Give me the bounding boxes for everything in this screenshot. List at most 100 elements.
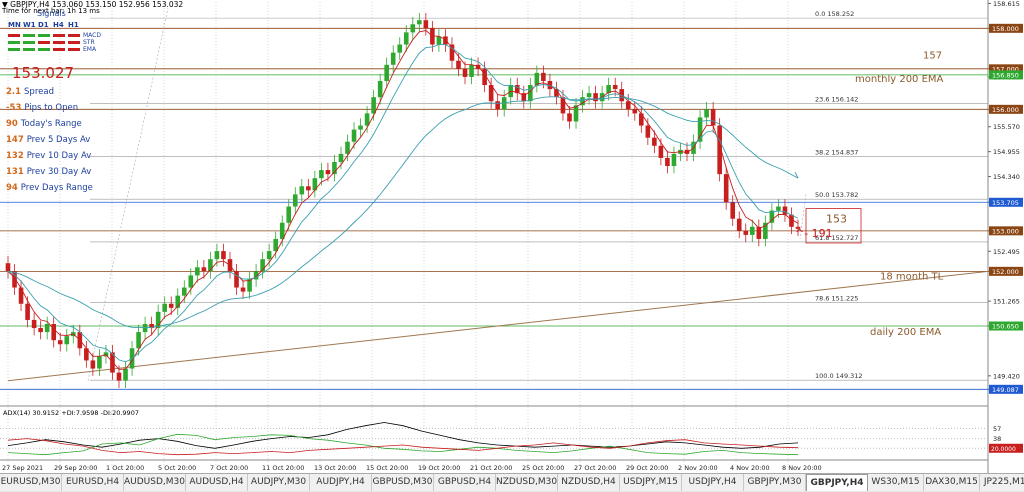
candle-body [697, 117, 703, 142]
candle-body [234, 271, 239, 288]
candle-body [384, 64, 389, 81]
info-row: 2.1 Spread [6, 87, 54, 97]
candle-body [756, 226, 762, 239]
candle-body [782, 206, 788, 215]
x-tick-label: 13 Oct 20:00 [314, 464, 356, 472]
chart-tab[interactable]: NZDUSD,M30 [496, 474, 558, 491]
chart-tab[interactable]: AUDJPY,H4 [310, 474, 372, 491]
candle-body [247, 279, 252, 292]
info-row: 132 Prev 10 Day Av [6, 151, 91, 161]
candle-body [319, 170, 324, 179]
candle-body [57, 340, 63, 345]
price-tag-label: 156.850 [992, 71, 1019, 79]
signal-cell [53, 48, 65, 51]
timeframe-label: MN [8, 21, 21, 29]
candle-body [625, 101, 631, 110]
candle-body [417, 20, 422, 25]
x-tick-label: 27 Sep 2021 [2, 464, 43, 472]
info-row: 131 Prev 30 Day Av [6, 167, 91, 177]
price-tag [989, 197, 1023, 207]
chart-tab[interactable]: GBPUSD,H4 [434, 474, 496, 491]
candle-body [443, 36, 448, 45]
chart-tab[interactable]: AUDUSD,M30 [124, 474, 186, 491]
candles [5, 12, 801, 388]
info-label: Prev Days Range [20, 183, 93, 193]
candle-body [97, 356, 102, 369]
info-row: -53 Pips to Open [6, 103, 78, 113]
candle-body [325, 170, 331, 175]
ema-fast-line [7, 30, 799, 370]
fibonacci-levels: 0.0 158.252 23.6 156.142 38.2 154.837 50.0 … [90, 10, 988, 381]
candle-body [358, 125, 363, 130]
candle-body [449, 44, 455, 61]
x-tick-label: 1 Oct 20:00 [106, 464, 144, 472]
candle-body [534, 72, 540, 86]
candle-body [279, 222, 285, 239]
info-row: 147 Prev 5 Days Av [6, 135, 90, 145]
candle-body [142, 323, 148, 333]
candle-body [208, 259, 213, 272]
candle-body [723, 174, 729, 203]
chart-tab[interactable]: DAX30,M15 [924, 474, 980, 491]
x-tick-label: 7 Oct 20:00 [210, 464, 248, 472]
candle-body [665, 157, 670, 167]
chart-tab[interactable]: AUDUSD,H4 [186, 474, 248, 491]
price-chart[interactable]: 0.0 158.252 23.6 156.142 38.2 154.837 50.0 … [0, 0, 1024, 473]
candle-body [749, 226, 755, 235]
x-tick-label: 29 Sep 20:00 [54, 464, 97, 472]
candle-body [123, 368, 128, 381]
chart-tab[interactable]: EURUSD,H4 [62, 474, 124, 491]
price-tag [989, 321, 1023, 331]
candle-body [403, 32, 409, 45]
ema-slow-tail [794, 171, 799, 179]
info-label: Pips to Open [24, 103, 79, 113]
adx-level-tag-label: 20.0000 [991, 446, 1016, 453]
chart-tab[interactable]: JP225,M15 [980, 474, 1024, 491]
candle-body [260, 259, 265, 272]
candle-body [286, 206, 292, 223]
candle-body [364, 113, 370, 126]
candle-body [306, 186, 311, 191]
fib-label: 38.2 154.837 [815, 148, 858, 156]
trendlines [7, 8, 989, 382]
candle-body [44, 323, 50, 333]
candle-body [606, 85, 611, 94]
candle-body [410, 24, 416, 33]
chart-tab[interactable]: EURUSD,M30 [0, 474, 62, 491]
chart-tab[interactable]: WS30,M15 [868, 474, 924, 491]
chart-tab[interactable]: GBPJPY,M30 [744, 474, 806, 491]
chart-tab[interactable]: USDJPY,H4 [682, 474, 744, 491]
x-tick-label: 4 Nov 20:00 [730, 464, 770, 472]
x-tick-label: 29 Oct 20:00 [626, 464, 668, 472]
candle-body [586, 93, 592, 98]
timeframe-label: D1 [38, 21, 49, 29]
moving-averages [7, 30, 799, 370]
timeframe-label: W1 [23, 21, 36, 29]
candle-body [273, 238, 278, 252]
candle-body [684, 149, 690, 154]
timeframe-label: H1 [68, 21, 79, 29]
candle-body [573, 105, 579, 122]
signal-cell [38, 41, 50, 44]
annotation-18-month-tl: 18 month TL [880, 271, 944, 282]
candle-body [736, 218, 742, 231]
chart-tab[interactable]: USDJPY,M15 [620, 474, 682, 491]
annotation-191: ^- 191 [795, 227, 833, 240]
info-row: 94 Prev Days Range [6, 183, 93, 193]
chart-tab[interactable]: GBPJPY,H4 [806, 474, 868, 491]
info-value: 131 [6, 167, 27, 177]
candle-body [717, 125, 722, 175]
annotations: 157 monthly 200 EMA 153^- 191 18 month TL da… [795, 51, 944, 338]
adx-pane: ADX(14) 30.9152 +DI:7.9598 -DI:20.9907 57… [0, 409, 1023, 456]
chart-tab[interactable]: GBPUSD,M30 [372, 474, 434, 491]
price-tag-label: 149.087 [992, 386, 1019, 394]
info-value: 132 [6, 151, 27, 161]
timeframe-row: MN W1 D1 H4 H1 [8, 21, 83, 29]
chart-tab[interactable]: NZDUSD,H4 [558, 474, 620, 491]
chart-tab[interactable]: AUDJPY,M30 [248, 474, 310, 491]
candle-body [25, 303, 30, 320]
info-row: 90 Today's Range [6, 119, 82, 129]
horizontal-levels [0, 27, 988, 390]
candle-body [18, 287, 24, 304]
